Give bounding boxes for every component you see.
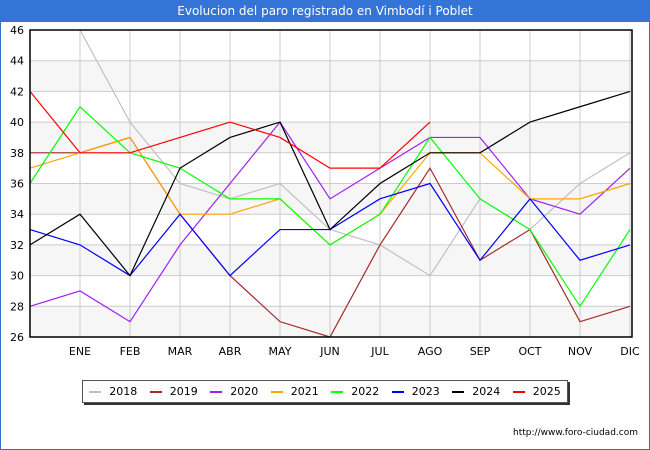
chart-legend: 2018 2019 2020 2021 2022 2023 2024 2025 (82, 380, 568, 403)
legend-label: 2019 (169, 385, 198, 398)
legend-item-2018: 2018 (89, 385, 137, 398)
y-tick-label: 38 (10, 147, 24, 160)
legend-label: 2025 (532, 385, 561, 398)
legend-label: 2024 (472, 385, 501, 398)
series-line-2025 (29, 91, 431, 169)
chart-title: Evolucion del paro registrado en Vimbodí… (0, 0, 650, 22)
y-tick-label: 42 (10, 85, 24, 98)
legend-item-2021: 2021 (270, 385, 319, 398)
legend-swatch-icon (452, 390, 465, 393)
y-tick-label: 30 (10, 270, 24, 283)
legend-item-2020: 2020 (210, 385, 258, 398)
legend-label: 2022 (351, 385, 380, 398)
legend-item-2024: 2024 (452, 385, 500, 398)
legend-item-2023: 2023 (391, 385, 440, 398)
legend-label: 2023 (411, 385, 440, 398)
x-tick-label: SEP (470, 345, 491, 358)
y-tick-label: 40 (10, 116, 24, 129)
x-tick-label: MAY (269, 345, 292, 358)
legend-swatch-icon (149, 390, 162, 393)
x-tick-label: MAR (168, 345, 193, 358)
y-tick-label: 26 (10, 331, 24, 344)
y-tick-label: 36 (10, 178, 24, 191)
y-tick-label: 34 (10, 208, 24, 221)
legend-label: 2020 (230, 385, 259, 398)
y-tick-label: 46 (10, 24, 24, 37)
legend-swatch-icon (210, 390, 223, 393)
x-tick-label: FEB (120, 345, 141, 358)
source-url: http://www.foro-ciudad.com (513, 428, 638, 438)
legend-label: 2018 (109, 385, 138, 398)
x-tick-label: JUL (370, 345, 389, 358)
x-tick-label: DIC (620, 345, 640, 358)
y-tick-label: 32 (10, 239, 24, 252)
series-line-2018 (79, 29, 631, 277)
y-tick-label: 44 (10, 55, 24, 68)
x-tick-label: ABR (219, 345, 242, 358)
legend-swatch-icon (331, 390, 344, 393)
legend-item-2025: 2025 (512, 385, 561, 398)
x-tick-label: ENE (69, 345, 91, 358)
x-tick-label: NOV (568, 345, 593, 358)
y-tick-label: 28 (10, 300, 24, 313)
line-chart: 26 28 30 32 34 36 38 40 42 44 46 ENE FEB MAR ABR MAY JUN… (10, 24, 640, 358)
legend-item-2022: 2022 (331, 385, 379, 398)
x-tick-label: AGO (418, 345, 443, 358)
series-line-2024 (29, 90, 631, 277)
legend-item-2019: 2019 (149, 385, 198, 398)
legend-label: 2021 (290, 385, 319, 398)
x-tick-label: JUN (319, 345, 340, 358)
legend-swatch-icon (391, 390, 404, 393)
legend-swatch-icon (512, 390, 525, 393)
legend-swatch-icon (89, 390, 102, 393)
x-tick-label: OCT (518, 345, 541, 358)
legend-swatch-icon (270, 390, 283, 393)
